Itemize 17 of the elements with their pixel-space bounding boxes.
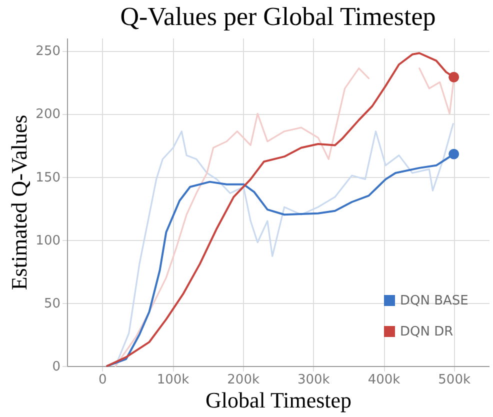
legend-label: DQN DR [400,324,454,340]
x-tick-label: 400k [368,372,401,388]
y-tick-label: 200 [36,107,60,122]
y-tick-label: 100 [36,233,60,248]
y-tick-label: 50 [44,296,60,312]
x-axis-title: Global Timestep [205,388,352,412]
x-tick-label: 500k [438,372,471,388]
y-tick-label: 150 [36,170,60,186]
x-tick-label: 100k [156,372,190,388]
x-tick-label: 200k [227,372,260,388]
y-tick-label: 250 [36,44,60,60]
chart-title: Q-Values per Global Timestep [120,2,436,31]
y-tick-label: 0 [52,360,60,374]
x-tick-label: 0 [98,372,107,388]
legend-label: DQN BASE [400,294,468,308]
y-axis-title: Estimated Q-Values [6,114,32,290]
x-tick-label: 300k [297,372,330,388]
